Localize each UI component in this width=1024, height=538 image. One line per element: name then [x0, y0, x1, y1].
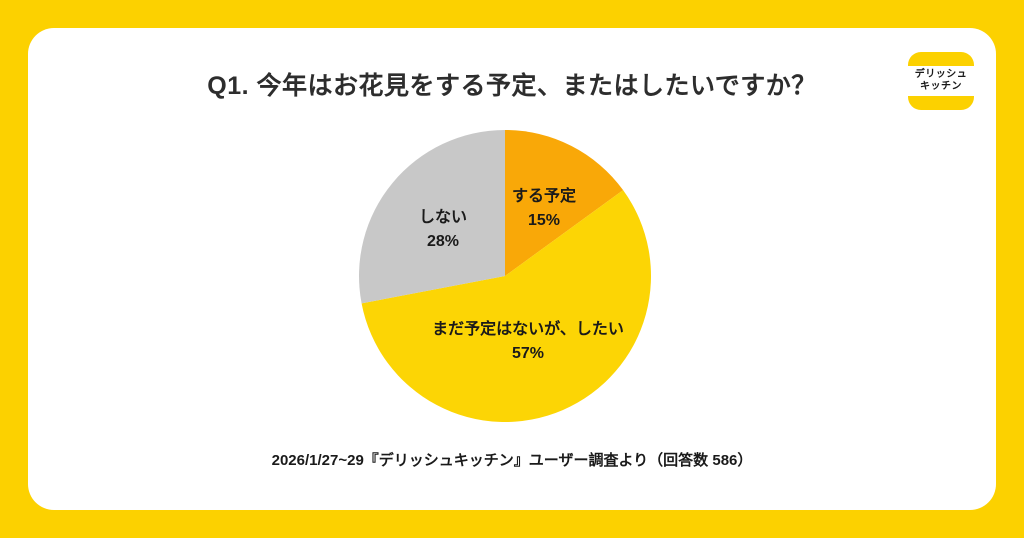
- pie-label-none: しない 28%: [419, 206, 467, 254]
- pie-label-plan-text: する予定: [511, 188, 577, 205]
- logo-text-line1: デリッシュ: [914, 69, 968, 80]
- pie-label-want-text: まだ予定はないが、したい: [432, 321, 624, 338]
- pie-label-want-pct: 57%: [511, 345, 545, 362]
- pie-label-plan-pct: 15%: [527, 212, 561, 229]
- logo-top-bar: [908, 52, 974, 66]
- delish-kitchen-logo: デリッシュ キッチン: [908, 52, 974, 110]
- pie-label-none-text: しない: [418, 209, 468, 226]
- logo-text-line2: キッチン: [920, 81, 962, 92]
- pie-label-want: まだ予定はないが、したい 57%: [432, 318, 624, 366]
- pie-chart: する予定 15% しない 28% まだ予定はないが、したい 57%: [355, 126, 655, 426]
- pie-label-none-pct: 28%: [426, 233, 460, 250]
- logo-bottom-bar: [908, 96, 974, 110]
- pie-chart-svg: [359, 130, 652, 422]
- pie-slice-1: [361, 190, 652, 422]
- chart-title: Q1. 今年はお花見をする予定、またはしたいですか？: [207, 72, 817, 100]
- content-panel: Q1. 今年はお花見をする予定、またはしたいですか？ デリッシュ キッチン する…: [28, 28, 996, 510]
- pie-slice-2: [359, 130, 505, 304]
- pie-label-plan: する予定 15%: [512, 185, 576, 233]
- logo-text-band: デリッシュ キッチン: [908, 66, 974, 96]
- pie-slice-0: [505, 130, 624, 276]
- source-note: 2026/1/27~29『デリッシュキッチン』ユーザー調査より（回答数 586）: [271, 452, 753, 469]
